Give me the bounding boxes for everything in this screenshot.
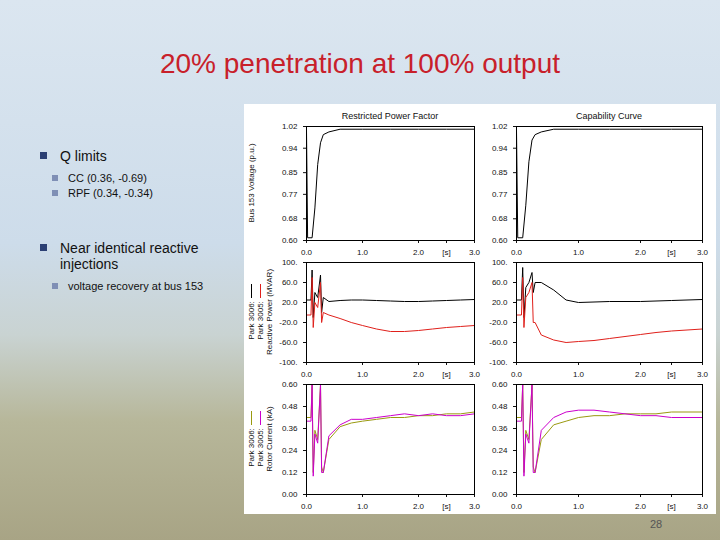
svg-text:1.0: 1.0	[357, 248, 369, 257]
svg-text:2.0: 2.0	[635, 502, 647, 511]
svg-text:-100.: -100.	[279, 358, 297, 367]
svg-text:-20.0: -20.0	[279, 318, 298, 327]
svg-text:0.0: 0.0	[301, 248, 313, 257]
html-text:Park 3006:: Park 3006:	[247, 301, 256, 340]
svg-text:1.0: 1.0	[573, 370, 585, 379]
html-text:Reactive Power (MVAR): Reactive Power (MVAR)	[265, 269, 274, 355]
svg-text:2.0: 2.0	[635, 370, 647, 379]
html-text:Q limits: Q limits	[60, 148, 107, 164]
svg-text:2.0: 2.0	[413, 502, 425, 511]
svg-text:[s]: [s]	[667, 370, 675, 379]
svg-text:1.02: 1.02	[282, 122, 298, 131]
html-text:Park 3005:: Park 3005:	[256, 428, 265, 467]
svg-text:0.85: 0.85	[282, 168, 298, 177]
svg-text:-20.0: -20.0	[489, 318, 508, 327]
svg-text:0.0: 0.0	[511, 502, 523, 511]
svg-text:-60.0: -60.0	[279, 338, 298, 347]
svg-text:3.0: 3.0	[469, 248, 481, 257]
html-text:Restricted Power Factor: Restricted Power Factor	[341, 111, 439, 121]
svg-text:0.68: 0.68	[282, 214, 298, 223]
html-text:CC (0.36, -0.69): CC (0.36, -0.69)	[68, 172, 147, 184]
html-text:voltage recovery at bus 153: voltage recovery at bus 153	[68, 280, 204, 292]
html-text:Near identical reactive inject: Near identical reactive injections	[60, 240, 199, 272]
svg-text:0.48: 0.48	[492, 402, 508, 411]
svg-text:[s]: [s]	[667, 248, 675, 257]
svg-text:0.12: 0.12	[492, 468, 508, 477]
html-text:28: 28	[650, 518, 663, 530]
svg-text:1.0: 1.0	[573, 248, 585, 257]
svg-text:1.02: 1.02	[492, 122, 508, 131]
svg-text:3.0: 3.0	[697, 502, 709, 511]
svg-text:-60.0: -60.0	[489, 338, 508, 347]
svg-text:0.00: 0.00	[492, 490, 508, 499]
svg-text:0.0: 0.0	[511, 370, 523, 379]
svg-text:0.60: 0.60	[282, 380, 298, 389]
svg-text:0.77: 0.77	[492, 190, 508, 199]
svg-text:1.0: 1.0	[357, 370, 369, 379]
svg-text:20.0: 20.0	[492, 298, 508, 307]
html-text:Bus 153 Voltage (p.u.): Bus 153 Voltage (p.u.)	[247, 143, 256, 223]
svg-text:[s]: [s]	[442, 370, 450, 379]
svg-text:0.60: 0.60	[492, 236, 508, 245]
html-text:Rotor Current (kA): Rotor Current (kA)	[265, 406, 274, 472]
html-text:20% penetration at 100% output: 20% penetration at 100% output	[160, 48, 560, 79]
svg-text:[s]: [s]	[667, 502, 675, 511]
svg-text:0.12: 0.12	[282, 468, 298, 477]
svg-text:[s]: [s]	[442, 502, 450, 511]
svg-text:0.94: 0.94	[492, 144, 508, 153]
svg-text:0.36: 0.36	[282, 424, 298, 433]
svg-text:0.60: 0.60	[282, 236, 298, 245]
svg-text:0.60: 0.60	[492, 380, 508, 389]
svg-text:2.0: 2.0	[635, 248, 647, 257]
svg-text:20.0: 20.0	[282, 298, 298, 307]
svg-text:0.85: 0.85	[492, 168, 508, 177]
svg-text:3.0: 3.0	[469, 502, 481, 511]
svg-text:0.24: 0.24	[492, 446, 508, 455]
svg-text:0.77: 0.77	[282, 190, 298, 199]
html-text:Park 3006:: Park 3006:	[247, 428, 256, 467]
svg-text:3.0: 3.0	[697, 370, 709, 379]
svg-text:3.0: 3.0	[469, 370, 481, 379]
svg-text:2.0: 2.0	[413, 370, 425, 379]
svg-text:0.24: 0.24	[282, 446, 298, 455]
svg-text:0.0: 0.0	[301, 502, 313, 511]
html-text:Park 3005:: Park 3005:	[256, 301, 265, 340]
svg-text:60.0: 60.0	[492, 278, 508, 287]
svg-text:60.0: 60.0	[282, 278, 298, 287]
svg-text:3.0: 3.0	[697, 248, 709, 257]
svg-text:0.0: 0.0	[511, 248, 523, 257]
svg-text:0.00: 0.00	[282, 490, 298, 499]
html-text:Capability Curve: Capability Curve	[576, 111, 642, 121]
svg-text:0.0: 0.0	[301, 370, 313, 379]
svg-text:1.0: 1.0	[357, 502, 369, 511]
html-text:RPF (0.34, -0.34): RPF (0.34, -0.34)	[68, 187, 153, 199]
svg-text:0.36: 0.36	[492, 424, 508, 433]
svg-text:0.48: 0.48	[282, 402, 298, 411]
svg-text:-100.: -100.	[489, 358, 507, 367]
svg-text:0.68: 0.68	[492, 214, 508, 223]
svg-text:2.0: 2.0	[413, 248, 425, 257]
svg-text:1.0: 1.0	[573, 502, 585, 511]
svg-text:0.94: 0.94	[282, 144, 298, 153]
svg-text:[s]: [s]	[442, 248, 450, 257]
svg-text:100.: 100.	[492, 258, 508, 267]
svg-text:100.: 100.	[282, 258, 298, 267]
